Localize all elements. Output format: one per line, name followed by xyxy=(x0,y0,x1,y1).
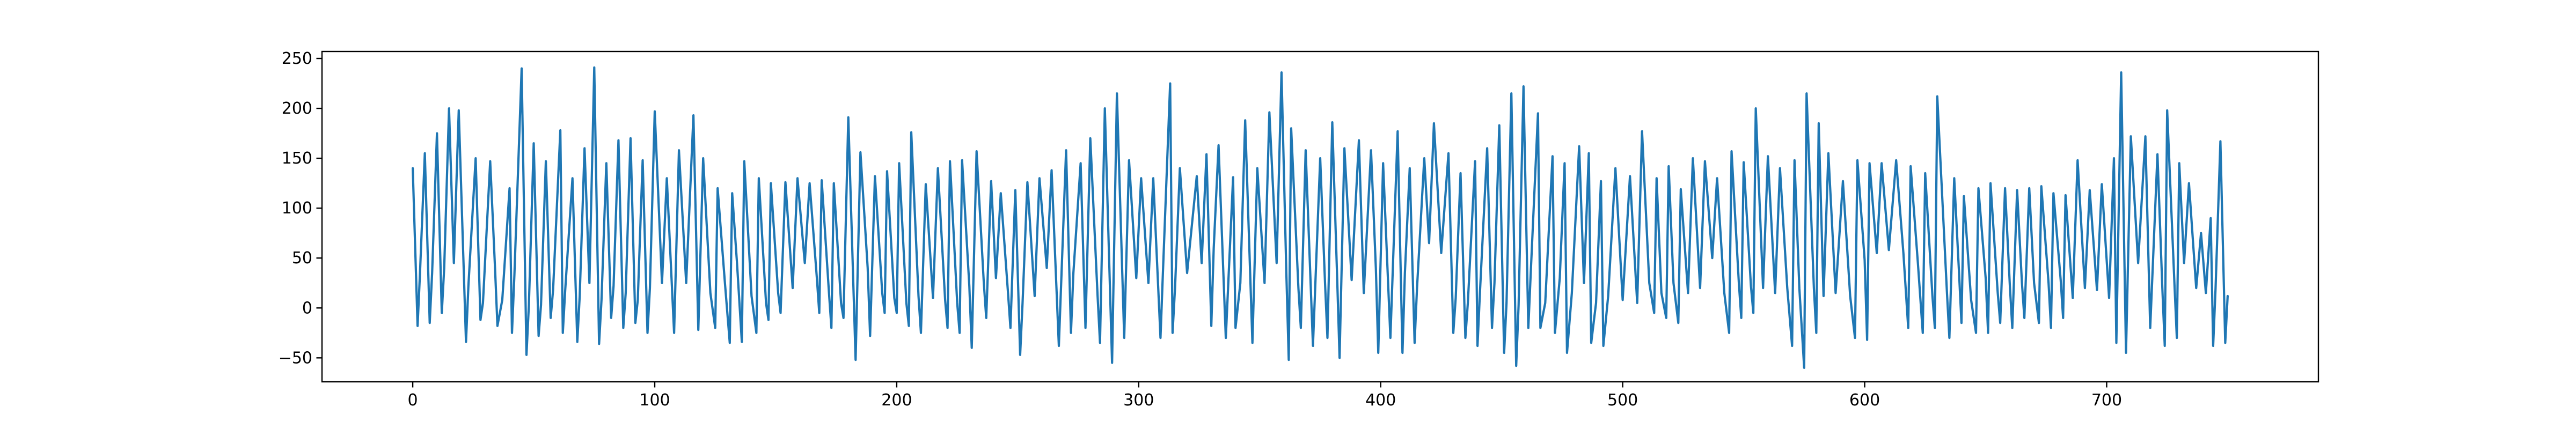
x-tick-label: 700 xyxy=(2091,391,2122,410)
y-tick-label: 250 xyxy=(282,49,312,68)
plot-area xyxy=(412,66,2229,369)
x-tick-label: 400 xyxy=(1365,391,1396,410)
y-tick-label: 150 xyxy=(282,149,312,168)
series-line-0 xyxy=(412,66,2229,369)
axes-frame xyxy=(321,50,2319,383)
x-tick-label: 100 xyxy=(639,391,670,410)
y-tick-label: 200 xyxy=(282,99,312,118)
y-tick-label: 100 xyxy=(282,199,312,218)
y-axis: −50 0 50 100 150 200 250 xyxy=(279,49,322,367)
y-tick-label: −50 xyxy=(279,349,312,367)
x-tick-label: 500 xyxy=(1607,391,1638,410)
y-tick-label: 0 xyxy=(302,299,312,317)
x-tick-label: 600 xyxy=(1849,391,1880,410)
x-tick-label: 0 xyxy=(408,391,418,410)
x-tick-label: 200 xyxy=(881,391,912,410)
x-tick-label: 300 xyxy=(1123,391,1154,410)
x-axis: 0 100 200 300 400 500 600 700 xyxy=(408,382,2122,410)
y-tick-label: 50 xyxy=(292,249,312,268)
